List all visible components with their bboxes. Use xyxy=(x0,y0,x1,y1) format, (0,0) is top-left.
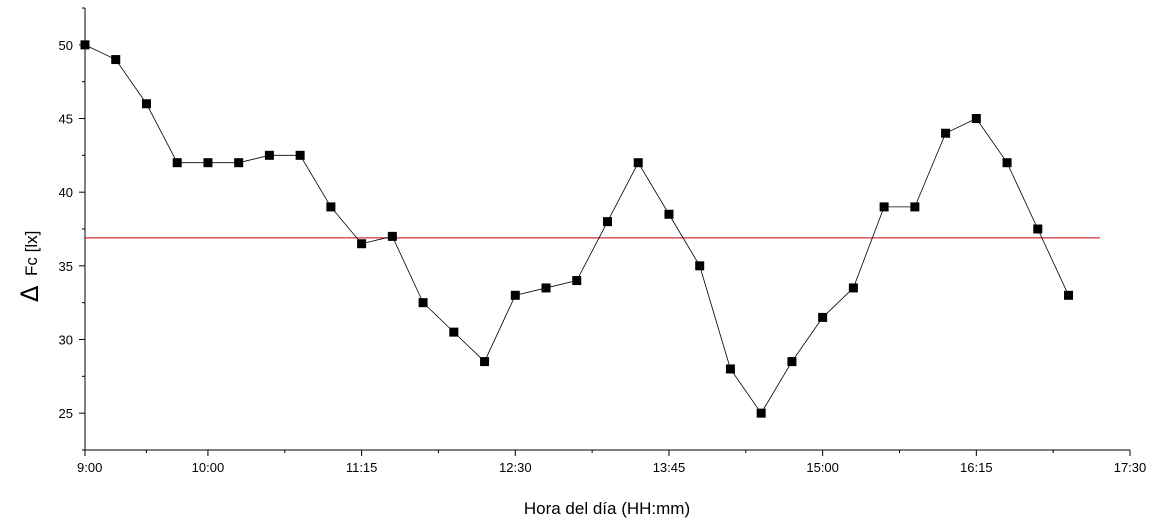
data-point-marker xyxy=(848,283,858,293)
y-ticks: 25 30 35 40 45 50 xyxy=(59,7,85,451)
data-point-marker xyxy=(941,128,951,138)
data-point-marker xyxy=(633,158,643,168)
data-point-marker xyxy=(80,40,90,50)
y-tick-label: 45 xyxy=(59,112,73,127)
data-point-marker xyxy=(1064,290,1074,300)
data-point-marker xyxy=(449,327,459,337)
data-point-marker xyxy=(756,408,766,418)
x-tick-label: 16:15 xyxy=(960,460,993,475)
data-point-marker xyxy=(695,261,705,271)
data-point-marker xyxy=(357,239,367,249)
data-point-marker xyxy=(172,158,182,168)
data-point-marker xyxy=(295,150,305,160)
y-tick-label: 35 xyxy=(59,259,73,274)
series-line xyxy=(84,44,1069,414)
data-point-marker xyxy=(326,202,336,212)
data-point-marker xyxy=(510,290,520,300)
x-tick-label: 13:45 xyxy=(653,460,686,475)
data-point-marker xyxy=(203,158,213,168)
y-axis-title-symbol: Δ xyxy=(16,285,44,302)
data-point-marker xyxy=(971,114,981,123)
data-point-marker xyxy=(387,231,397,241)
data-point-marker xyxy=(1002,158,1012,168)
data-point-marker xyxy=(725,364,735,374)
data-point-marker xyxy=(111,55,121,65)
x-tick-label: 17:30 xyxy=(1114,460,1147,475)
x-tick-label: 10:00 xyxy=(192,460,225,475)
x-axis-title: Hora del día (HH:mm) xyxy=(524,499,690,518)
axes xyxy=(84,8,1130,451)
y-tick-label: 50 xyxy=(59,38,73,53)
data-point-marker xyxy=(664,209,674,219)
data-point-marker xyxy=(603,217,612,227)
y-axis-title-label: Fc [lx] xyxy=(22,231,41,276)
data-point-marker xyxy=(879,202,889,212)
x-tick-label: 15:00 xyxy=(806,460,839,475)
x-tick-label: 9:00 xyxy=(77,460,102,475)
data-point-marker xyxy=(787,357,797,367)
data-point-marker xyxy=(1033,224,1043,234)
y-tick-label: 25 xyxy=(59,406,73,421)
y-tick-label: 40 xyxy=(59,185,73,200)
data-point-marker xyxy=(818,312,828,322)
x-ticks: 9:00 10:00 11:15 12:30 13:45 15:00 16:15 17:30 xyxy=(77,450,1146,475)
y-tick-label: 30 xyxy=(59,333,73,348)
data-point-marker xyxy=(141,99,151,109)
data-point-marker xyxy=(418,298,428,308)
data-point-marker xyxy=(572,276,582,286)
y-axis-title: Δ Fc [lx] xyxy=(16,231,44,302)
x-tick-label: 12:30 xyxy=(499,460,532,475)
data-point-marker xyxy=(910,202,920,212)
data-point-marker xyxy=(234,158,244,168)
data-point-marker xyxy=(541,283,551,293)
data-point-marker xyxy=(480,357,490,367)
series-group xyxy=(80,40,1074,418)
x-tick-label: 11:15 xyxy=(346,460,378,475)
data-point-marker xyxy=(264,150,274,160)
